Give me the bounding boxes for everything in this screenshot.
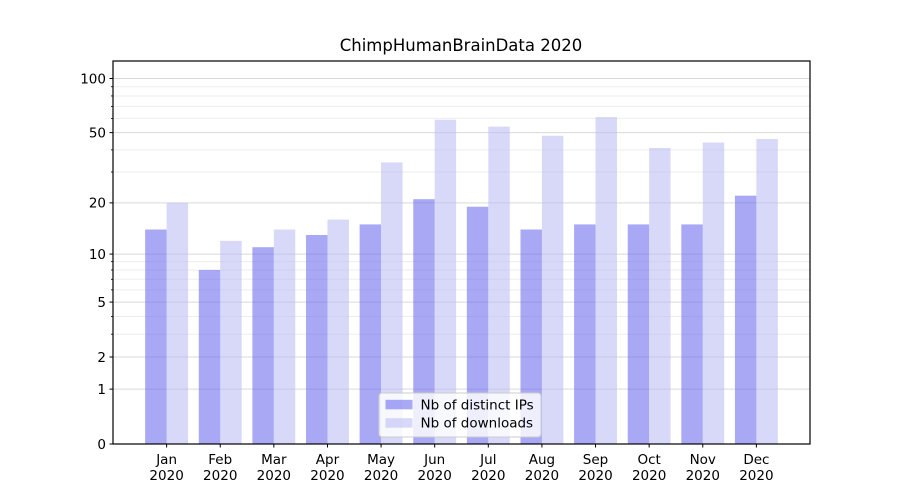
bar-ips-may	[359, 224, 382, 444]
legend: Nb of distinct IPs Nb of downloads	[378, 392, 542, 438]
bar-ips-jun	[413, 199, 435, 444]
legend-swatch-ips	[385, 399, 413, 410]
x-tick-label-year: 2020	[525, 468, 559, 484]
x-tick-label-year: 2020	[310, 468, 344, 484]
bar-ips-sep	[574, 224, 596, 444]
bar-ips-aug	[520, 229, 542, 444]
bar-downloads-sep	[595, 117, 617, 444]
y-tick-label: 5	[97, 295, 106, 311]
x-tick-label-year: 2020	[739, 468, 773, 484]
x-tick-label-year: 2020	[632, 468, 666, 484]
x-tick-label-year: 2020	[578, 468, 612, 484]
bar-downloads-dec	[756, 139, 778, 444]
x-tick-label-month: Sep	[583, 452, 608, 468]
bar-downloads-may	[381, 162, 403, 445]
x-tick-label-month: Jul	[479, 452, 496, 468]
legend-box	[378, 392, 542, 438]
legend-label-ips: Nb of distinct IPs	[421, 397, 534, 413]
x-tick-label-year: 2020	[257, 468, 291, 484]
bar-downloads-aug	[541, 135, 564, 444]
bar-downloads-jul	[488, 126, 510, 445]
legend-label-downloads: Nb of downloads	[421, 416, 534, 432]
x-tick-label-month: Jan	[155, 452, 177, 468]
bar-ips-jul	[466, 206, 489, 444]
bar-downloads-nov	[702, 142, 725, 444]
x-tick-label-month: Nov	[690, 452, 716, 468]
x-tick-label-month: Dec	[743, 452, 769, 468]
bar-ips-dec	[734, 195, 757, 444]
bar-ips-feb	[198, 269, 221, 444]
x-tick-label-year: 2020	[203, 468, 237, 484]
x-tick-label-month: Mar	[261, 452, 287, 468]
x-tick-label-year: 2020	[149, 468, 183, 484]
plot-frame	[112, 60, 811, 445]
bar-ips-mar	[252, 247, 274, 444]
x-tick-label-year: 2020	[418, 468, 452, 484]
bar-ips-oct	[627, 224, 650, 444]
x-tick-label-month: Jun	[423, 452, 445, 468]
y-tick-label: 10	[89, 247, 106, 263]
bar-ips-apr	[306, 234, 328, 444]
y-tick-label: 0	[97, 437, 106, 453]
x-tick-label-year: 2020	[364, 468, 398, 484]
bar-downloads-apr	[327, 219, 349, 444]
x-tick-label-year: 2020	[471, 468, 505, 484]
bar-ips-nov	[681, 224, 703, 444]
legend-swatch-downloads	[385, 418, 413, 428]
x-tick-label-month: Oct	[637, 452, 660, 468]
y-tick-label: 1	[97, 382, 106, 398]
axis-layer: 0125102050100Jan2020Feb2020Mar2020Apr202…	[80, 71, 773, 484]
bar-layer	[145, 117, 778, 445]
y-tick-label: 2	[97, 350, 106, 366]
x-tick-label-year: 2020	[686, 468, 720, 484]
y-tick-label: 100	[80, 71, 106, 87]
x-tick-label-month: Feb	[208, 452, 232, 468]
x-tick-label-month: May	[367, 452, 395, 468]
bar-downloads-feb	[220, 240, 242, 444]
chart-title: ChimpHumanBrainData 2020	[340, 36, 583, 55]
bar-downloads-jun	[434, 119, 457, 444]
bar-downloads-jan	[166, 202, 189, 444]
x-tick-label-month: Apr	[316, 452, 340, 468]
y-tick-label: 50	[89, 125, 106, 141]
bar-downloads-oct	[649, 147, 671, 445]
bar-downloads-mar	[273, 229, 296, 444]
x-tick-label-month: Aug	[529, 452, 555, 468]
bar-ips-jan	[145, 229, 167, 444]
y-tick-label: 20	[89, 196, 106, 212]
